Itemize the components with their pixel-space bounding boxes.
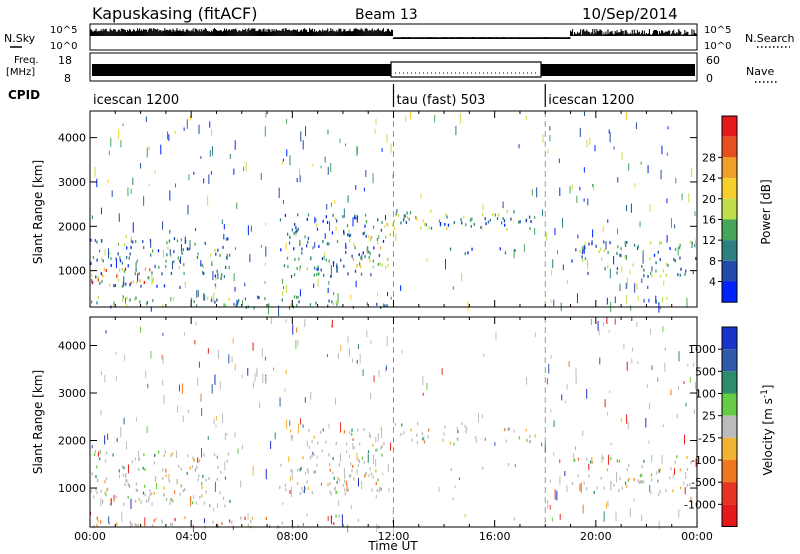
nsky-panel: N.Sky 10^5 10^0 10^5 10^0 N.Search xyxy=(4,23,795,52)
velocity-panel: 1000 2000 3000 4000 00:00 04:00 08:00 12:00 16:0… xyxy=(31,316,775,553)
colorbar-tick-label: 25 xyxy=(702,410,716,423)
beam-title: Beam 13 xyxy=(355,7,418,23)
colorbar-tick-label: -100 xyxy=(691,454,716,467)
colorbar-tick-label: 16 xyxy=(702,213,716,226)
freq-bar-right xyxy=(541,64,695,76)
cpid-row: CPID icescan 1200 tau (fast) 503 icescan 1… xyxy=(8,84,634,108)
colorbar-tick-label: -500 xyxy=(691,476,716,489)
x-tick-label: 16:00 xyxy=(479,530,511,543)
colorbar-segment xyxy=(722,157,737,179)
cpid-segment-label: tau (fast) 503 xyxy=(397,93,486,108)
colorbar-segment xyxy=(722,504,737,527)
colorbar-tick-label: 24 xyxy=(702,172,716,185)
cpid-label: CPID xyxy=(8,88,40,102)
colorbar-segment xyxy=(722,260,737,282)
colorbar-segment xyxy=(722,116,737,137)
power-ylabel: Slant Range [km] xyxy=(31,160,45,264)
x-tick-label: 08:00 xyxy=(276,530,308,543)
colorbar-tick-label: 500 xyxy=(695,365,716,378)
colorbar-segment xyxy=(722,460,737,483)
time-xlabel: Time UT xyxy=(367,539,418,553)
colorbar-segment xyxy=(722,219,737,241)
nave-tick-bottom: 0 xyxy=(706,72,713,85)
velocity-axis: 1000 2000 3000 4000 00:00 04:00 08:00 12:00 16:0… xyxy=(58,317,713,543)
y-tick-label: 3000 xyxy=(58,176,86,189)
velocity-ylabel: Slant Range [km] xyxy=(31,370,45,474)
y-tick-label: 1000 xyxy=(58,482,86,495)
colorbar-segment xyxy=(722,349,737,372)
colorbar-tick-label: 4 xyxy=(709,276,716,289)
colorbar-segment xyxy=(722,437,737,460)
y-tick-label: 4000 xyxy=(58,340,86,353)
velocity-colorbar: 1000 500 100 25 -25 -100 -500 -1000 xyxy=(684,326,738,527)
colorbar-tick-label: 12 xyxy=(702,234,716,247)
power-colorbar: 4 8 12 16 20 24 28 xyxy=(702,115,738,303)
cpid-segment-label: icescan 1200 xyxy=(548,93,634,108)
nsearch-tick-bottom: 10^0 xyxy=(704,41,731,52)
colorbar-tick-label: 1000 xyxy=(688,343,716,356)
freq-box-middle xyxy=(390,61,542,78)
colorbar-tick-label: -1000 xyxy=(684,498,716,511)
colorbar-segment xyxy=(722,281,737,303)
colorbar-segment xyxy=(722,393,737,416)
nsearch-label: N.Search xyxy=(745,32,795,45)
x-tick-label: 20:00 xyxy=(580,530,612,543)
power-colorbar-label: Power [dB] xyxy=(759,179,773,244)
nsky-label: N.Sky xyxy=(4,32,36,45)
velocity-colorbar-label: Velocity [m s-1] xyxy=(760,385,775,476)
x-tick-label: 12:00 xyxy=(378,530,410,543)
x-tick-label: 00:00 xyxy=(681,530,713,543)
nsky-tick-bottom: 10^0 xyxy=(50,41,77,52)
colorbar-segment xyxy=(722,327,737,350)
freq-tick-top: 18 xyxy=(58,54,72,67)
colorbar-segment xyxy=(722,136,737,158)
cpid-segments: icescan 1200 tau (fast) 503 icescan 1200 xyxy=(93,84,634,108)
colorbar-segment xyxy=(722,371,737,394)
colorbar-tick-label: 100 xyxy=(695,388,716,401)
nsky-tick-top: 10^5 xyxy=(50,25,77,36)
y-tick-label: 2000 xyxy=(58,220,86,233)
nave-tick-top: 60 xyxy=(706,54,720,67)
velocity-scatter xyxy=(90,317,698,536)
power-scatter xyxy=(90,111,698,317)
colorbar-tick-label: 8 xyxy=(709,255,716,268)
freq-tick-bottom: 8 xyxy=(64,72,71,85)
station-title: Kapuskasing (fitACF) xyxy=(92,4,257,23)
colorbar-tick-label: 20 xyxy=(702,193,716,206)
nsky-trace xyxy=(89,28,697,39)
x-tick-label: 04:00 xyxy=(175,530,207,543)
freq-panel: Freq. [MHz] 18 8 60 0 Nave xyxy=(6,52,778,85)
y-tick-label: 1000 xyxy=(58,265,86,278)
y-tick-label: 3000 xyxy=(58,387,86,400)
nsearch-tick-top: 10^5 xyxy=(704,25,731,36)
freq-bar-left xyxy=(92,64,391,76)
colorbar-segment xyxy=(722,198,737,220)
colorbar-tick-label: -25 xyxy=(698,432,716,445)
colorbar-segment xyxy=(722,240,737,261)
y-tick-label: 4000 xyxy=(58,132,86,145)
colorbar-tick-label: 28 xyxy=(702,151,716,164)
date-title: 10/Sep/2014 xyxy=(582,5,678,23)
y-tick-label: 2000 xyxy=(58,435,86,448)
colorbar-segment xyxy=(722,415,737,438)
cpid-segment-label: icescan 1200 xyxy=(93,93,179,108)
power-axis: 1000 2000 3000 4000 xyxy=(58,111,698,307)
freq-label-1: Freq. xyxy=(14,55,39,66)
colorbar-segment xyxy=(722,178,737,199)
freq-label-2: [MHz] xyxy=(6,67,35,78)
velocity-label-main: Velocity [m s xyxy=(761,398,775,475)
nave-label: Nave xyxy=(746,65,774,78)
power-panel: 1000 2000 3000 4000 Slant Range [km] 4 8 12 16… xyxy=(31,110,773,317)
colorbar-segment xyxy=(722,482,737,505)
x-tick-label: 00:00 xyxy=(74,530,106,543)
